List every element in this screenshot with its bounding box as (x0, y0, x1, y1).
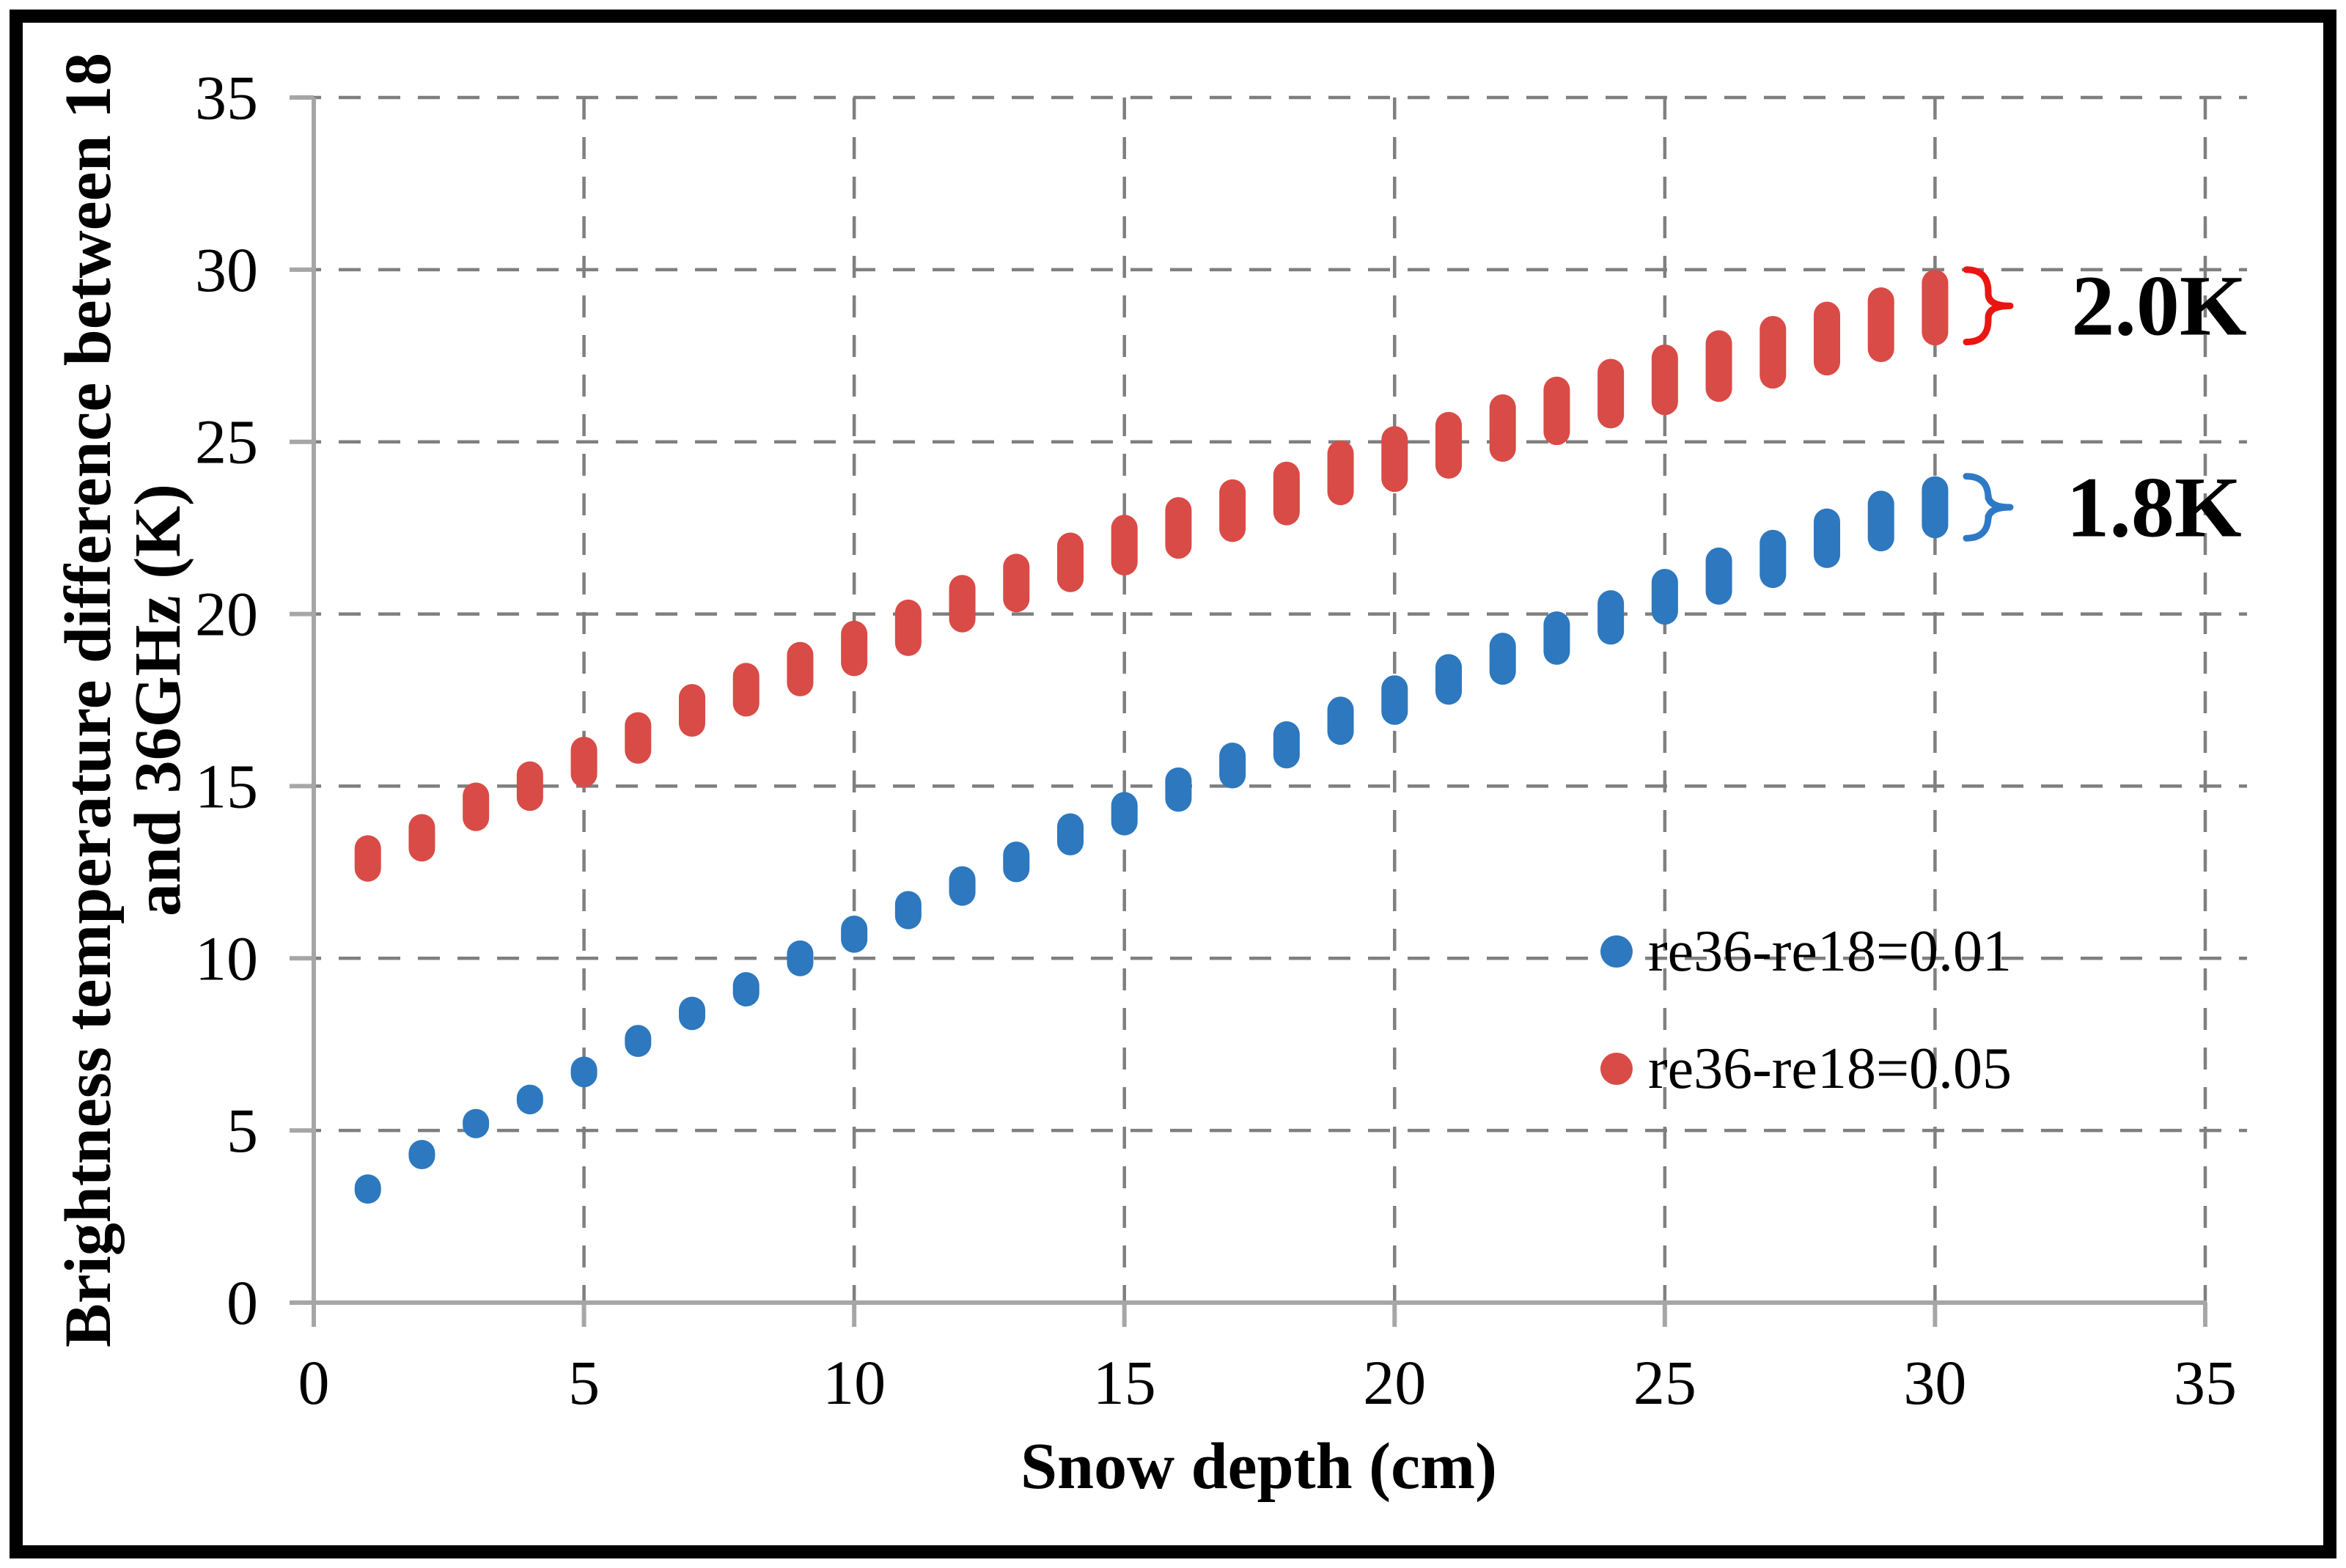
x-tick-label: 5 (568, 1347, 600, 1418)
x-tick-label: 0 (298, 1347, 330, 1418)
tick-labels: 0 5 10 15 20 25 30 35 0 5 10 15 20 25 30 35 (195, 62, 2237, 1418)
x-tick-label: 30 (1903, 1347, 1966, 1418)
legend-label-blue: re36-re18=0.01 (1648, 919, 2012, 984)
y-tick-label: 0 (227, 1267, 258, 1338)
spread-brace-blue (1963, 473, 2014, 542)
y-tick-label: 35 (195, 62, 258, 133)
x-axis-title: Snow depth (cm) (1021, 1430, 1497, 1503)
annotation-label-1-8k: 1.8K (2066, 460, 2241, 556)
y-tick-label: 10 (195, 923, 258, 993)
y-tick-label: 25 (195, 407, 258, 477)
x-tick-label: 20 (1363, 1347, 1426, 1418)
legend: re36-re18=0.01 re36-re18=0.05 (1600, 919, 2012, 1101)
x-tick-label: 10 (823, 1347, 886, 1418)
annotation-label-2-0k: 2.0K (2071, 258, 2246, 354)
axes (290, 95, 2207, 1327)
x-tick-label: 25 (1633, 1347, 1696, 1418)
annotation-braces (1963, 266, 2014, 542)
series-red (354, 269, 1949, 882)
spread-brace-red (1963, 266, 2014, 346)
y-tick-label: 20 (195, 579, 258, 649)
y-axis-title-line1: Brightness temperature difference betwee… (52, 53, 125, 1347)
y-tick-label: 15 (195, 751, 258, 821)
y-tick-label: 5 (227, 1095, 258, 1166)
x-tick-label: 15 (1093, 1347, 1156, 1418)
y-tick-label: 30 (195, 235, 258, 305)
data-points (354, 269, 1949, 1204)
y-axis-title-line2: and 36GHz (K) (122, 484, 194, 916)
gridlines (299, 95, 2247, 1303)
figure-border (10, 10, 2336, 1558)
series-blue (354, 476, 1949, 1204)
legend-marker-blue (1600, 935, 1633, 968)
legend-label-red: re36-re18=0.05 (1648, 1037, 2012, 1101)
x-tick-label: 35 (2174, 1347, 2237, 1418)
legend-marker-red (1600, 1053, 1633, 1085)
